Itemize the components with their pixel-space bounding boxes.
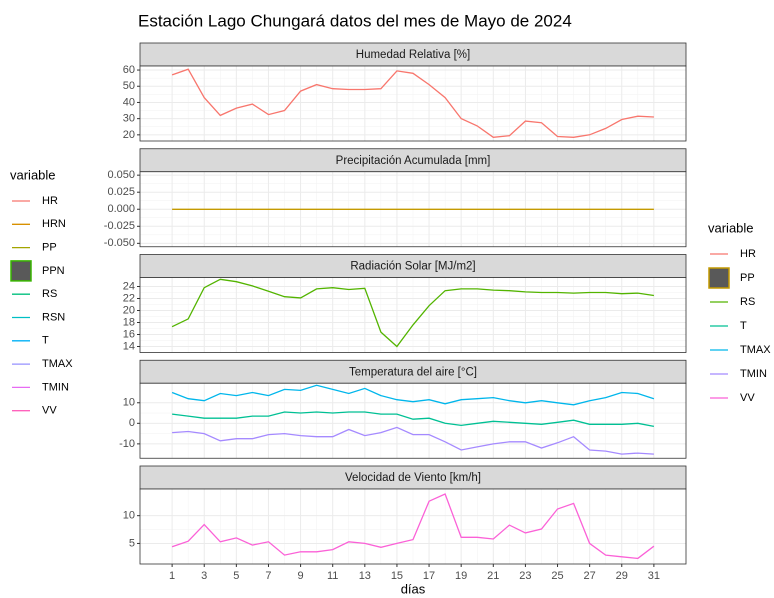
x-tick-label: 5 <box>233 570 239 582</box>
panel-title: Humedad Relativa [%] <box>356 49 470 61</box>
x-tick-label: 9 <box>298 570 304 582</box>
panel-title: Velocidad de Viento [km/h] <box>345 472 481 484</box>
legend-label: RS <box>740 296 755 308</box>
legend-label: RS <box>42 288 57 300</box>
x-tick-label: 25 <box>551 570 563 582</box>
x-tick-label: 15 <box>391 570 403 582</box>
y-tick-label: 0.025 <box>107 186 135 198</box>
legend-label: HR <box>42 195 58 207</box>
panel-border <box>139 171 687 248</box>
panel-border <box>139 65 687 142</box>
legend-label: TMIN <box>42 381 69 393</box>
x-tick-label: 7 <box>265 570 271 582</box>
y-tick-label: -0.050 <box>104 237 135 249</box>
series-line <box>171 493 655 560</box>
x-tick-label: 19 <box>455 570 467 582</box>
y-tick-label: 10 <box>123 510 135 522</box>
y-tick-label: 0.050 <box>107 169 135 181</box>
y-tick-label: 20 <box>123 129 135 141</box>
legend-title: variable <box>708 220 754 235</box>
legend-label: T <box>42 335 49 347</box>
x-tick-label: 17 <box>423 570 435 582</box>
legend-label: TMAX <box>740 344 771 356</box>
y-tick-label: 0 <box>129 417 135 429</box>
legend-title: variable <box>10 167 56 182</box>
series-line <box>171 68 654 138</box>
x-tick-label: 1 <box>169 570 175 582</box>
legend-label: PP <box>42 242 57 254</box>
series-line <box>172 426 654 455</box>
x-tick-label: 21 <box>487 570 499 582</box>
x-tick-label: 31 <box>648 570 660 582</box>
x-tick-label: 29 <box>616 570 628 582</box>
legend-label: VV <box>740 392 755 404</box>
legend-label: TMAX <box>42 358 73 370</box>
legend-key <box>10 260 32 282</box>
y-tick-label: 10 <box>123 397 135 409</box>
y-tick-label: 0.000 <box>107 203 135 215</box>
y-tick-label: -0.025 <box>104 220 135 232</box>
panel-title: Radiación Solar [MJ/m2] <box>350 261 475 273</box>
y-tick-label: 16 <box>123 328 135 340</box>
y-tick-label: 30 <box>123 113 135 125</box>
y-tick-label: 20 <box>123 304 135 316</box>
panel-border <box>139 488 687 565</box>
y-tick-label: 40 <box>123 96 135 108</box>
x-tick-label: 13 <box>359 570 371 582</box>
series-line <box>171 384 655 406</box>
legend-label: HR <box>740 248 756 260</box>
panel-border <box>139 382 687 459</box>
x-tick-label: 3 <box>201 570 207 582</box>
series-line <box>172 411 655 428</box>
y-tick-label: 22 <box>123 292 135 304</box>
y-tick-label: 50 <box>123 80 135 92</box>
y-tick-label: 24 <box>123 280 135 292</box>
x-tick-label: 27 <box>584 570 596 582</box>
y-tick-label: -10 <box>119 438 135 450</box>
series-line <box>171 278 654 348</box>
legend-label: T <box>740 320 747 332</box>
y-tick-label: 5 <box>129 537 135 549</box>
y-tick-label: 60 <box>123 64 135 76</box>
legend-key <box>708 267 730 289</box>
x-tick-label: 11 <box>327 570 338 582</box>
x-tick-label: 23 <box>519 570 531 582</box>
legend-label: PPN <box>42 265 65 277</box>
legend-label: VV <box>42 405 57 417</box>
y-tick-label: 14 <box>123 340 135 352</box>
legend-label: RSN <box>42 311 65 323</box>
x-axis-label: días <box>401 581 426 596</box>
legend-label: TMIN <box>740 368 767 380</box>
chart-title: Estación Lago Chungará datos del mes de … <box>138 11 572 30</box>
panel-border <box>139 277 687 353</box>
legend-label: PP <box>740 272 755 284</box>
legend-label: HRN <box>42 218 66 230</box>
y-tick-label: 18 <box>123 316 135 328</box>
panel-title: Temperatura del aire [°C] <box>349 366 477 378</box>
panel-title: Precipitación Acumulada [mm] <box>336 155 491 167</box>
